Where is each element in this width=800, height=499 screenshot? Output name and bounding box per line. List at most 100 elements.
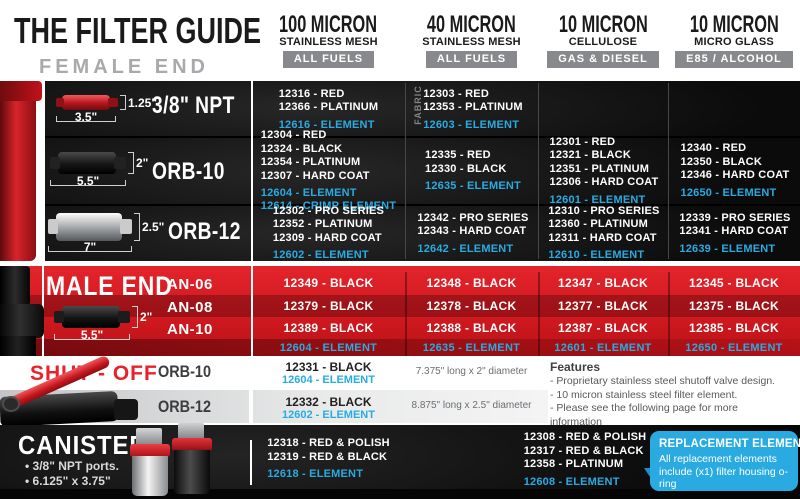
orb12-filter-photo bbox=[56, 213, 122, 241]
cell-orb12-cellulose: 12310 - PRO SERIES 12360 - PLATINUM 12311 … bbox=[540, 205, 668, 262]
row-stripe bbox=[0, 295, 800, 317]
male-end-title: MALE END bbox=[46, 271, 173, 301]
cell-an10-cellulose: 12387 - BLACK bbox=[558, 321, 648, 335]
cell-an06-glass: 12345 - BLACK bbox=[689, 276, 779, 290]
page-subtitle: FEMALE END bbox=[39, 56, 209, 78]
element-list: 12608 - ELEMENT bbox=[524, 476, 647, 489]
text-line: 12301 - RED bbox=[549, 135, 616, 148]
text-line: 12358 - PLATINUM bbox=[523, 458, 624, 471]
text-line: 12602 - ELEMENT bbox=[272, 249, 369, 262]
column-media: STAINLESS MESH bbox=[279, 36, 378, 48]
text-line: 12340 - RED bbox=[680, 142, 747, 155]
column-micron: 10 MICRON bbox=[558, 11, 648, 38]
canister-body-black bbox=[174, 450, 210, 494]
column-header-10-micron-cellulose: 10 MICRON CELLULOSE GAS & DIESEL bbox=[538, 13, 668, 68]
part-list: 12308 - RED & POLISH 12317 - RED & BLACK 1… bbox=[524, 431, 647, 472]
row-label-orb10: ORB-10 bbox=[152, 158, 225, 185]
bottom-bar bbox=[0, 489, 800, 499]
cell-orb12-100micron: 12302 - PRO SERIES 12352 - PLATINUM 12309 … bbox=[252, 205, 405, 262]
part-list: 12301 - RED 12321 - BLACK 12351 - PLATINUM… bbox=[550, 136, 659, 190]
row-bg bbox=[45, 206, 800, 261]
cell-an10-glass: 12385 - BLACK bbox=[689, 321, 779, 335]
height-dimension: 2.5" bbox=[134, 213, 164, 241]
orb10-filter-photo bbox=[58, 152, 116, 174]
element-list: 12610 - ELEMENT bbox=[548, 249, 659, 262]
orb12-filter-fitting bbox=[120, 219, 132, 234]
cell-male-element-4: 12650 - ELEMENT bbox=[685, 342, 783, 354]
fuel-badge: ALL FUELS bbox=[282, 51, 375, 68]
element-list: 12650 - ELEMENT bbox=[681, 187, 790, 200]
part-list: 12304 - RED 12324 - BLACK 12354 - PLATINUM… bbox=[261, 129, 396, 183]
canister-bullets: • 3/8" NPT ports. • 6.125" x 3.75" bbox=[25, 459, 119, 489]
part-list: 12302 - PRO SERIES 12352 - PLATINUM 12309 … bbox=[273, 205, 384, 246]
text-line: 12642 - ELEMENT bbox=[417, 242, 514, 255]
cell-canister-100micron: 12318 - RED & POLISH 12319 - RED & BLACK … bbox=[252, 430, 405, 488]
cell-an06-40micron: 12348 - BLACK bbox=[426, 276, 517, 290]
cell-an08-cellulose: 12377 - BLACK bbox=[558, 299, 648, 313]
text-line: 12601 - ELEMENT bbox=[549, 193, 646, 206]
text-line: 12324 - BLACK bbox=[260, 142, 343, 155]
row-label-an06: AN-06 bbox=[167, 276, 213, 293]
row-label-npt: 3/8" NPT bbox=[152, 92, 235, 119]
fuel-badge: E85 / ALCOHOL bbox=[675, 51, 793, 68]
red-filter-photo bbox=[0, 81, 36, 261]
cell-orb10-100micron: 12304 - RED 12324 - BLACK 12354 - PLATINUM… bbox=[252, 129, 405, 212]
canister-body-polish bbox=[132, 456, 168, 496]
text-line: 12341 - HARD COAT bbox=[679, 225, 789, 237]
cell-orb12-glass: 12339 - PRO SERIES 12341 - HARD COAT 1263… bbox=[670, 206, 800, 261]
orb10-filter-fitting bbox=[50, 157, 60, 169]
cell-npt-40micron: 12303 - RED 12353 - PLATINUM 12603 - ELEM… bbox=[408, 83, 538, 136]
height-dimension: 2" bbox=[128, 152, 148, 174]
red-filter-cap bbox=[0, 81, 42, 101]
shutoff-orb12-size: 8.875" long x 2.5" diameter bbox=[411, 400, 532, 411]
text-line: 12309 - HARD COAT bbox=[272, 231, 382, 244]
text-line: 12302 - PRO SERIES bbox=[272, 204, 385, 217]
features-list: - Proprietary stainless steel shutoff va… bbox=[550, 375, 790, 429]
text-line: 12316 - RED bbox=[278, 87, 345, 100]
shutoff-orb10-element: 12604 - ELEMENT bbox=[282, 374, 375, 386]
element-list: 12618 - ELEMENT bbox=[267, 468, 390, 481]
column-media: CELLULOSE bbox=[568, 36, 638, 48]
cell-orb10-glass: 12340 - RED 12350 - BLACK 12346 - HARD COA… bbox=[670, 138, 800, 204]
text-line: 12608 - ELEMENT bbox=[523, 475, 620, 488]
row-label-an10: AN-10 bbox=[167, 321, 213, 338]
cell-orb10-cellulose: 12301 - RED 12321 - BLACK 12351 - PLATINUM… bbox=[540, 136, 668, 207]
text-line: 12317 - RED & BLACK bbox=[523, 444, 644, 457]
length-dimension: 5.5" bbox=[50, 174, 126, 188]
shutoff-valve-end bbox=[114, 399, 138, 420]
text-line: 12604 - ELEMENT bbox=[260, 187, 357, 199]
male-filter-photo bbox=[62, 306, 120, 328]
female-table-panel bbox=[45, 81, 800, 261]
callout-body: All replacement elements include (x1) fi… bbox=[659, 453, 788, 490]
element-list: 12642 - ELEMENT bbox=[417, 243, 528, 256]
text-line: 12351 - PLATINUM bbox=[549, 162, 650, 175]
fuel-badge: GAS & DIESEL bbox=[547, 51, 659, 68]
male-fitting-photo bbox=[0, 336, 36, 356]
text-line: 12616 - ELEMENT bbox=[278, 118, 375, 131]
text-line: 12618 - ELEMENT bbox=[267, 468, 364, 480]
part-list: 12310 - PRO SERIES 12360 - PLATINUM 12311 … bbox=[548, 205, 659, 246]
cell-orb12-40micron: 12342 - PRO SERIES 12343 - HARD COAT 1264… bbox=[408, 206, 538, 261]
shutoff-pivot bbox=[2, 396, 20, 412]
canister-bracket bbox=[136, 428, 162, 445]
canister-cap-red bbox=[130, 444, 170, 457]
length-dimension: 3.5" bbox=[56, 110, 116, 124]
npt-filter-fitting bbox=[108, 98, 118, 107]
text-line: 12307 - HARD COAT bbox=[260, 169, 370, 182]
text-line: 12343 - HARD COAT bbox=[417, 225, 527, 237]
npt-filter-fitting bbox=[56, 98, 64, 107]
divider bbox=[538, 272, 540, 356]
divider bbox=[250, 440, 252, 485]
canister-bracket bbox=[178, 423, 204, 440]
column-micron: 40 MICRON bbox=[427, 11, 516, 38]
male-filter-fitting bbox=[54, 311, 64, 323]
column-micron: 10 MICRON bbox=[689, 11, 779, 38]
cell-an08-glass: 12375 - BLACK bbox=[689, 299, 779, 313]
cell-canister-cellulose: 12308 - RED & POLISH 12317 - RED & BLACK 1… bbox=[520, 428, 650, 492]
divider bbox=[251, 266, 253, 356]
text-line: • 6.125" x 3.75" bbox=[25, 474, 111, 488]
text-line: 12639 - ELEMENT bbox=[679, 242, 776, 255]
text-line: 12335 - RED bbox=[425, 149, 491, 161]
element-list: 12601 - ELEMENT bbox=[550, 194, 659, 207]
cell-male-element-1: 12604 - ELEMENT bbox=[279, 342, 378, 354]
